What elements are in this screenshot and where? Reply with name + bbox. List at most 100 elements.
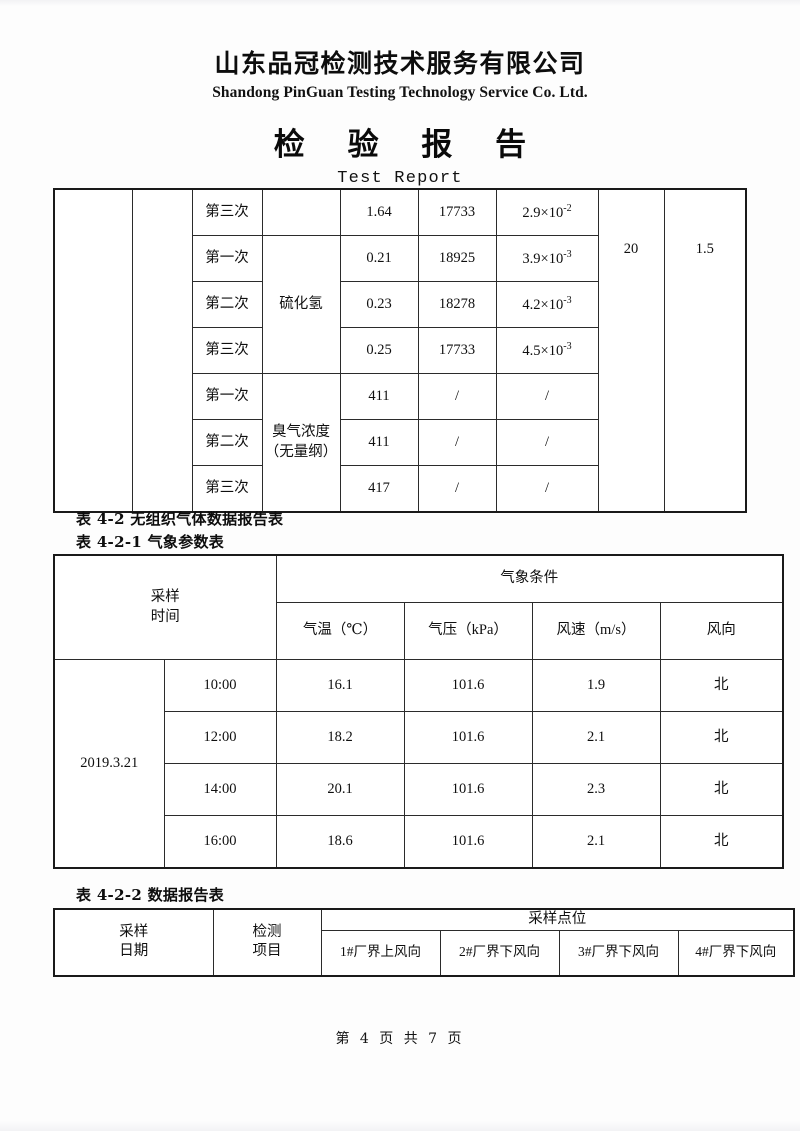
cell-value-3: / — [495, 373, 599, 420]
cell-temperature: 18.2 — [275, 711, 405, 764]
cell-wind-dir: 北 — [659, 815, 784, 869]
cell-value-2: 18278 — [417, 281, 497, 328]
cell-value-1: 411 — [339, 419, 419, 466]
table-1: 第三次 1.64 17733 2.9×10-2 20 1.5 第一次 硫化氢 0… — [53, 188, 747, 513]
cell-limit-1: 20 — [597, 188, 665, 513]
sampling-time-line1: 采样 — [150, 588, 180, 605]
cell-limit-2: 1.5 — [663, 188, 747, 513]
weather-parameters-table: 采样 时间 气象条件 气温（℃） 气压（kPa） 风速（m/s） 风向 2019… — [53, 554, 784, 869]
cell-wind-speed: 1.9 — [531, 659, 661, 712]
header-sampling-time: 采样 时间 — [53, 554, 277, 660]
cell-run: 第二次 — [191, 419, 263, 466]
cell-pressure: 101.6 — [403, 711, 533, 764]
table-row: 第三次 1.64 17733 2.9×10-2 20 1.5 — [53, 188, 747, 513]
cell-pressure: 101.6 — [403, 815, 533, 869]
caption-table-4-2-1: 表 4-2-1 气象参数表 — [76, 533, 225, 551]
cell-run: 第三次 — [191, 188, 263, 236]
cell-run: 第二次 — [191, 281, 263, 328]
header-sampling-date: 采样 日期 — [53, 908, 214, 977]
header-point-1: 1#厂界上风向 — [320, 929, 441, 977]
table-row: 14:00 20.1 101.6 2.3 北 — [54, 763, 784, 816]
cell-value-3: 4.5×10-3 — [495, 327, 599, 374]
header-wind-speed: 风速（m/s） — [531, 602, 661, 660]
cell-item-odor: 臭气浓度 （无量纲） — [261, 373, 341, 513]
sampling-date-line2: 日期 — [119, 943, 149, 960]
table-4-2-2: 采样 日期 检测 项目 采样点位 1#厂界上风向 2#厂界下风向 3#厂界下风向… — [53, 908, 795, 977]
cell-time: 10:00 — [163, 659, 277, 712]
company-name-en: Shandong PinGuan Testing Technology Serv… — [212, 84, 588, 102]
page-footer: 第 4 页 共 7 页 — [335, 1031, 465, 1047]
cell-wind-speed: 2.1 — [531, 815, 661, 869]
emission-data-table-continued: 第三次 1.64 17733 2.9×10-2 20 1.5 第一次 硫化氢 0… — [53, 188, 747, 513]
table-header-row: 采样 日期 检测 项目 采样点位 — [53, 908, 795, 977]
odor-label-line1: 臭气浓度 — [272, 423, 330, 440]
cell-value-2: / — [417, 419, 497, 466]
header-pressure: 气压（kPa） — [403, 602, 533, 660]
header-wind-direction: 风向 — [659, 602, 784, 660]
cell-value-3: 4.2×10-3 — [495, 281, 599, 328]
cell-value-1: 1.64 — [339, 188, 419, 236]
cell-wind-dir: 北 — [659, 763, 784, 816]
table-row: 第一次 臭气浓度 （无量纲） 411 / / — [54, 373, 746, 513]
cell-value-2: 17733 — [417, 188, 497, 236]
cell-value-1: 0.21 — [339, 235, 419, 282]
header-point-2: 2#厂界下风向 — [439, 929, 560, 977]
caption-table-4-2: 表 4-2 无组织气体数据报告表 — [76, 510, 284, 528]
cell-run: 第一次 — [191, 373, 263, 420]
cell-value-2: 18925 — [417, 235, 497, 282]
cell-value-3: 2.9×10-2 — [495, 188, 599, 236]
cell-temperature: 20.1 — [275, 763, 405, 816]
cell-value-2: / — [417, 373, 497, 420]
header-weather-conditions: 气象条件 — [275, 554, 784, 603]
table-header-row: 采样 时间 气象条件 — [53, 554, 784, 660]
cell-item-h2s: 硫化氢 — [261, 235, 341, 374]
test-item-line2: 项目 — [252, 943, 282, 960]
cell-value-3: 3.9×10-3 — [495, 235, 599, 282]
table-header-row: 1#厂界上风向 2#厂界下风向 3#厂界下风向 4#厂界下风向 — [54, 929, 795, 977]
cell-value-1: 417 — [339, 465, 419, 513]
cell-value-3: / — [495, 419, 599, 466]
cell-value-3: / — [495, 465, 599, 513]
report-title-cn: 检 验 报 告 — [273, 127, 543, 164]
scan-edge-bottom — [0, 1121, 800, 1131]
table-row: 第二次 0.23 18278 4.2×10-3 — [54, 281, 746, 328]
cell-run: 第三次 — [191, 327, 263, 374]
cell-wind-speed: 2.3 — [531, 763, 661, 816]
cell-temperature: 18.6 — [275, 815, 405, 869]
table-row: 2019.3.21 10:00 16.1 101.6 1.9 北 — [53, 659, 784, 869]
header-sampling-points: 采样点位 — [320, 908, 795, 931]
sampling-date-line1: 采样 — [119, 923, 149, 940]
document-header: 山东品冠检测技术服务有限公司 Shandong PinGuan Testing … — [0, 48, 800, 188]
cell-time: 16:00 — [163, 815, 277, 869]
table-row: 12:00 18.2 101.6 2.1 北 — [54, 711, 784, 764]
report-title-en: Test Report — [337, 169, 463, 189]
cell-pressure: 101.6 — [403, 763, 533, 816]
cell-blank-col1 — [53, 188, 133, 513]
cell-run: 第一次 — [191, 235, 263, 282]
cell-wind-speed: 2.1 — [531, 711, 661, 764]
cell-time: 14:00 — [163, 763, 277, 816]
caption-table-4-2-2: 表 4-2-2 数据报告表 — [76, 886, 225, 904]
scan-edge-top — [0, 0, 800, 6]
sampling-time-line2: 时间 — [150, 608, 180, 625]
cell-blank-col2 — [131, 188, 193, 513]
table-header-row: 气温（℃） 气压（kPa） 风速（m/s） 风向 — [54, 602, 784, 660]
stamp-remnant — [760, 282, 780, 402]
table-4-2-1: 采样 时间 气象条件 气温（℃） 气压（kPa） 风速（m/s） 风向 2019… — [53, 554, 784, 869]
header-test-item: 检测 项目 — [212, 908, 322, 977]
odor-label-line2: （无量纲） — [264, 443, 338, 460]
header-point-3: 3#厂界下风向 — [558, 929, 679, 977]
table-row: 第二次 411 / / — [54, 419, 746, 466]
cell-item-blank — [261, 188, 341, 236]
table-row: 第三次 0.25 17733 4.5×10-3 — [54, 327, 746, 374]
cell-temperature: 16.1 — [275, 659, 405, 712]
cell-run: 第三次 — [191, 465, 263, 513]
cell-sampling-date: 2019.3.21 — [53, 659, 165, 869]
cell-value-1: 411 — [339, 373, 419, 420]
table-row: 第一次 硫化氢 0.21 18925 3.9×10-3 — [54, 235, 746, 374]
table-row: 16:00 18.6 101.6 2.1 北 — [54, 815, 784, 869]
table-row: 第三次 417 / / — [54, 465, 746, 513]
cell-pressure: 101.6 — [403, 659, 533, 712]
cell-value-2: 17733 — [417, 327, 497, 374]
